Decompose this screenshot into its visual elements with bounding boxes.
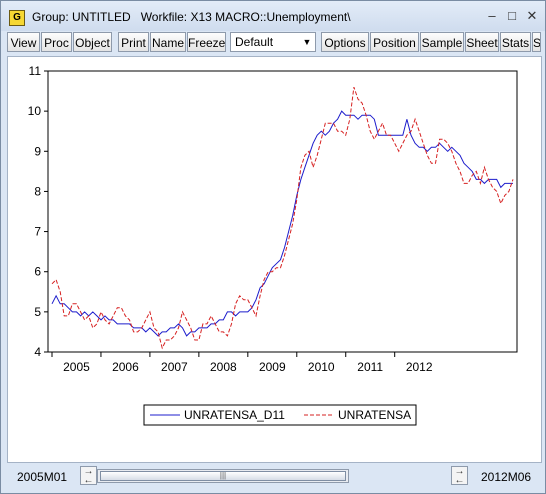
sheet-button[interactable]: Sheet bbox=[465, 32, 499, 52]
sample-bar: 2005M01 → ← ||| → ← 2012M06 bbox=[7, 464, 540, 489]
view-button[interactable]: View bbox=[7, 32, 40, 52]
series-line-2 bbox=[51, 86, 514, 350]
chevron-down-icon: ▼ bbox=[302, 37, 312, 47]
x-tick-label: 2008 bbox=[210, 360, 237, 374]
legend-label-1: UNRATENSA_D11 bbox=[184, 408, 285, 422]
position-button[interactable]: Position bbox=[370, 32, 419, 52]
spec-button[interactable]: S bbox=[532, 32, 541, 52]
print-button[interactable]: Print bbox=[118, 32, 149, 52]
line-chart: 4 5 6 7 8 9 10 11 2005 2006 2007 2008 2009 2010 2011 2… bbox=[28, 64, 518, 426]
object-button[interactable]: Object bbox=[73, 32, 112, 52]
sample-end: 2012M06 bbox=[481, 470, 532, 484]
window-title: Group: UNTITLED Workfile: X13 MACRO::Une… bbox=[32, 10, 351, 24]
shift-left-icon[interactable]: → ← bbox=[80, 466, 97, 486]
y-tick-label: 9 bbox=[34, 144, 41, 158]
sample-start: 2005M01 bbox=[17, 470, 68, 484]
graph-type-dropdown[interactable]: Default ▼ bbox=[230, 32, 316, 52]
proc-button[interactable]: Proc bbox=[41, 32, 72, 52]
x-tick-label: 2011 bbox=[357, 360, 383, 374]
chart-pane: 4 5 6 7 8 9 10 11 2005 2006 2007 2008 2009 2010 2011 2… bbox=[7, 56, 542, 463]
y-tick-label: 7 bbox=[34, 225, 41, 239]
legend-label-2: UNRATENSA bbox=[338, 408, 411, 422]
toolbar: View Proc Object Print Name Freeze Defau… bbox=[7, 32, 541, 54]
plot-area bbox=[47, 70, 518, 353]
options-button[interactable]: Options bbox=[321, 32, 369, 52]
legend-box bbox=[143, 404, 417, 426]
y-tick-label: 8 bbox=[34, 184, 41, 198]
close-icon[interactable]: ✕ bbox=[526, 8, 538, 23]
y-tick-label: 6 bbox=[34, 265, 41, 279]
graph-type-value: Default bbox=[235, 35, 274, 49]
series-line-1 bbox=[51, 110, 513, 337]
x-tick-label: 2009 bbox=[259, 360, 286, 374]
stats-button[interactable]: Stats bbox=[500, 32, 531, 52]
title-bar[interactable]: G Group: UNTITLED Workfile: X13 MACRO::U… bbox=[1, 1, 545, 31]
sample-slider-thumb[interactable]: ||| bbox=[100, 471, 346, 481]
y-tick-label: 4 bbox=[34, 345, 41, 359]
x-tick-label: 2012 bbox=[406, 360, 433, 374]
group-icon: G bbox=[9, 10, 25, 26]
sample-button[interactable]: Sample bbox=[420, 32, 464, 52]
x-tick-label: 2010 bbox=[308, 360, 335, 374]
freeze-button[interactable]: Freeze bbox=[187, 32, 226, 52]
y-tick-label: 11 bbox=[29, 64, 42, 78]
sample-slider[interactable]: ||| bbox=[97, 469, 349, 483]
maximize-icon[interactable]: □ bbox=[508, 8, 516, 23]
x-tick-label: 2006 bbox=[112, 360, 139, 374]
name-button[interactable]: Name bbox=[150, 32, 186, 52]
shift-right-icon[interactable]: → ← bbox=[451, 466, 468, 486]
y-tick-label: 10 bbox=[28, 104, 42, 118]
y-tick-label: 5 bbox=[34, 305, 41, 319]
x-tick-label: 2005 bbox=[63, 360, 90, 374]
minimize-icon[interactable]: – bbox=[488, 8, 496, 23]
x-tick-label: 2007 bbox=[161, 360, 188, 374]
